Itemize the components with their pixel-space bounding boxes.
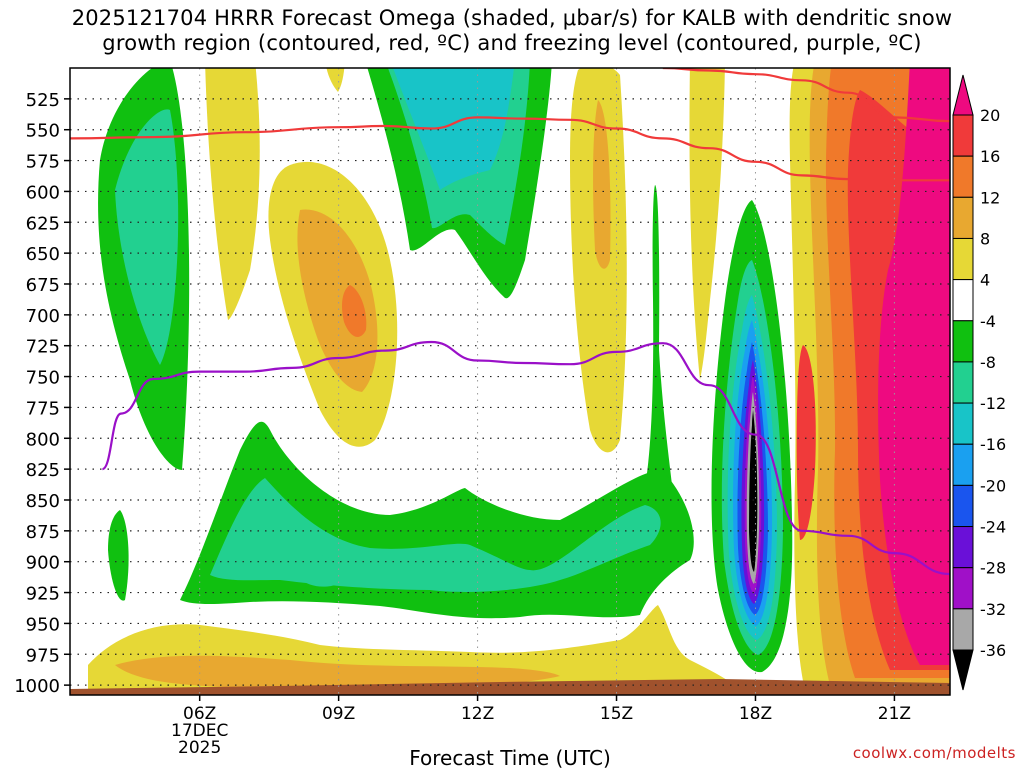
y-tick-label: 675 <box>26 275 60 296</box>
y-tick-label: 775 <box>26 398 60 419</box>
colorbar-label: -28 <box>980 559 1006 578</box>
y-tick-label: 875 <box>26 522 60 543</box>
x-tick-label: 15Z <box>600 704 633 724</box>
x-tick-label: 21Z <box>878 704 911 724</box>
y-tick-label: 575 <box>26 152 60 173</box>
y-tick-label: 800 <box>26 429 60 450</box>
colorbar: 20 16 12 8 4 -4 -8 -12 -16 -20 -24 -28 -32 -36 <box>952 74 1006 691</box>
dendritic-contour-line <box>70 116 950 182</box>
omega-region-yellow-column-1-core <box>593 100 611 269</box>
title-line-1: 2025121704 HRRR Forecast Omega (shaded, … <box>71 6 953 30</box>
colorbar-bin <box>952 320 974 363</box>
y-tick-label: 900 <box>26 553 60 574</box>
y-tick-label: 600 <box>26 182 60 203</box>
y-tick-label: 825 <box>26 460 60 481</box>
colorbar-bin <box>952 196 974 239</box>
omega-core-9 <box>749 410 758 572</box>
ground-surface <box>70 679 950 695</box>
y-tick-label: 650 <box>26 244 60 265</box>
grid <box>70 68 950 695</box>
y-tick-label: 950 <box>26 614 60 635</box>
x-axis-label: Forecast Time (UTC) <box>409 746 611 768</box>
y-tick-label: 525 <box>26 90 60 111</box>
colorbar-label: -4 <box>980 312 996 331</box>
colorbar-label: -12 <box>980 394 1006 413</box>
omega-region-small-cell <box>108 510 129 601</box>
x-tick-date: 17DEC <box>171 721 228 741</box>
omega-region-upper-left-core <box>115 109 179 365</box>
x-tick-label: 12Z <box>461 704 494 724</box>
omega-right-6 <box>796 345 816 540</box>
y-tick-label: 750 <box>26 368 60 389</box>
x-tick-label: 09Z <box>322 704 355 724</box>
y-tick-label: 725 <box>26 337 60 358</box>
colorbar-label: -24 <box>980 518 1006 537</box>
omega-region-yellow-column-2 <box>689 68 725 380</box>
omega-region-yellow-streak-thin <box>326 68 345 92</box>
omega-region-green-spike <box>640 185 676 525</box>
colorbar-label: 8 <box>980 229 990 248</box>
colorbar-bin <box>952 567 974 610</box>
x-tick-label: 06Z <box>183 704 216 724</box>
watermark: coolwx.com/modelts <box>852 744 1016 762</box>
colorbar-bin <box>952 443 974 486</box>
dendritic-contour-line <box>662 68 950 123</box>
y-tick-label: 625 <box>26 213 60 234</box>
colorbar-bin <box>952 114 974 157</box>
x-tick-label: 18Z <box>739 704 772 724</box>
omega-region-surface-layer-core <box>115 655 560 689</box>
colorbar-bin <box>952 608 974 651</box>
omega-right-5 <box>878 68 950 665</box>
colorbar-label: -36 <box>980 641 1006 660</box>
colorbar-label: 16 <box>980 147 1000 166</box>
y-tick-label: 550 <box>26 121 60 142</box>
colorbar-bin <box>952 526 974 569</box>
title-line-2: growth region (contoured, red, ºC) and f… <box>102 31 922 55</box>
x-tick-year: 2025 <box>178 738 221 758</box>
colorbar-bin <box>952 402 974 445</box>
omega-region-yellow-streak-left <box>205 68 260 320</box>
omega-region-sinking-cell-core <box>342 285 367 337</box>
colorbar-label: 20 <box>980 106 1000 125</box>
y-tick-label: 1000 <box>14 676 60 697</box>
colorbar-label: -16 <box>980 435 1006 454</box>
colorbar-label: 12 <box>980 188 1000 207</box>
colorbar-bin-top <box>952 74 974 116</box>
colorbar-bin <box>952 155 974 198</box>
colorbar-label: -32 <box>980 600 1006 619</box>
colorbar-bin <box>952 279 974 322</box>
y-tick-label: 925 <box>26 584 60 605</box>
omega-shading <box>88 68 950 690</box>
chart-title: 2025121704 HRRR Forecast Omega (shaded, … <box>0 6 1024 56</box>
colorbar-label: -8 <box>980 353 996 372</box>
colorbar-label: -20 <box>980 476 1006 495</box>
colorbar-bin-bottom <box>952 649 974 691</box>
contour-lines <box>70 68 950 576</box>
colorbar-bin <box>952 361 974 404</box>
omega-region-sinking-cell-mid <box>297 209 378 392</box>
colorbar-bin <box>952 484 974 528</box>
y-tick-label: 850 <box>26 491 60 512</box>
plot-frame <box>69 67 951 696</box>
y-axis: 525 550 575 600 625 650 675 700 725 750 775 800 825 8… <box>14 90 70 697</box>
freezing-level-line <box>101 340 950 576</box>
colorbar-bin <box>952 237 974 281</box>
y-tick-label: 975 <box>26 645 60 666</box>
colorbar-label: 4 <box>980 271 990 290</box>
y-tick-label: 700 <box>26 306 60 327</box>
